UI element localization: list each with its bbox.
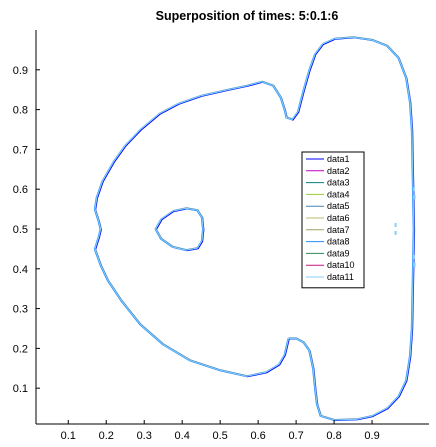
y-axis-ticks: 0.1 0.2 0.3 0.4 0.5 0.6 0.7 0.8 0.9 xyxy=(13,65,40,395)
legend-label-data1: data1 xyxy=(327,154,350,164)
series-mark xyxy=(394,223,397,228)
y-tick-label: 0.7 xyxy=(13,144,28,156)
chart-title: Superposition of times: 5:0.1:6 xyxy=(156,9,339,23)
y-tick-label: 0.9 xyxy=(13,65,28,77)
legend-label-data4: data4 xyxy=(327,189,350,199)
y-tick-label: 0.4 xyxy=(13,264,28,276)
x-tick-label: 0.6 xyxy=(250,430,265,442)
y-tick-label: 0.2 xyxy=(13,343,28,355)
series-mark xyxy=(394,230,397,235)
x-tick-label: 0.3 xyxy=(137,430,152,442)
legend-label-data2: data2 xyxy=(327,166,350,176)
y-tick-label: 0.6 xyxy=(13,184,28,196)
legend-label-data8: data8 xyxy=(327,237,350,247)
legend-label-data7: data7 xyxy=(327,225,350,235)
x-tick-label: 0.2 xyxy=(99,430,114,442)
y-tick-label: 0.8 xyxy=(13,105,28,117)
x-tick-label: 0.5 xyxy=(213,430,228,442)
y-tick-label: 0.3 xyxy=(13,304,28,316)
legend-label-data9: data9 xyxy=(327,248,350,258)
x-tick-label: 0.8 xyxy=(326,430,341,442)
series-mark xyxy=(412,254,415,259)
x-tick-label: 0.9 xyxy=(364,430,379,442)
series-mark xyxy=(413,195,416,200)
x-tick-label: 0.1 xyxy=(61,430,76,442)
legend-label-data11: data11 xyxy=(327,272,354,282)
series-mark xyxy=(412,187,415,192)
x-tick-label: 0.7 xyxy=(288,430,303,442)
plot-curves xyxy=(93,36,416,422)
series-line-data11-inner xyxy=(155,207,204,251)
y-tick-label: 0.1 xyxy=(13,383,28,395)
y-tick-label: 0.5 xyxy=(13,224,28,236)
x-axis-ticks: 0.1 0.2 0.3 0.4 0.5 0.6 0.7 0.8 0.9 xyxy=(61,420,380,442)
series-line-data11-outer xyxy=(94,36,415,421)
legend-label-data6: data6 xyxy=(327,213,350,223)
legend-label-data5: data5 xyxy=(327,201,350,211)
legend-label-data10: data10 xyxy=(327,260,355,270)
legend-label-data3: data3 xyxy=(327,178,350,188)
series-mark xyxy=(413,262,416,267)
x-tick-label: 0.4 xyxy=(175,430,190,442)
